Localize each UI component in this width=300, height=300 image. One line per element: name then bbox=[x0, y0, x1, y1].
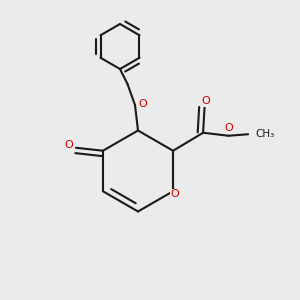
Text: O: O bbox=[170, 189, 179, 199]
Text: O: O bbox=[64, 140, 73, 150]
Text: CH₃: CH₃ bbox=[256, 129, 275, 139]
Text: O: O bbox=[202, 96, 210, 106]
Text: O: O bbox=[224, 123, 233, 133]
Text: O: O bbox=[138, 98, 147, 109]
